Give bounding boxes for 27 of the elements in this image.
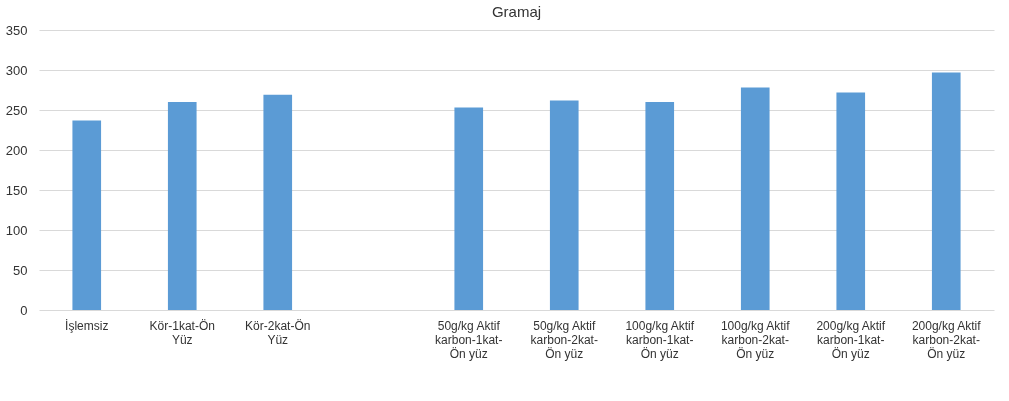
bar (72, 120, 102, 310)
y-tick-label: 50 (13, 262, 28, 278)
x-tick-label: Kör-2kat-Ön Yüz (245, 318, 311, 347)
bar (549, 100, 579, 310)
x-tick-label: 100g/kg Aktif karbon-1kat-Ön yüz (625, 318, 695, 361)
y-tick-label: 0 (20, 302, 28, 318)
bar (167, 102, 197, 310)
x-tick-label: İşlemsiz (65, 318, 109, 333)
y-tick-label: 300 (5, 62, 28, 78)
bar (740, 87, 770, 310)
x-tick-label: Kör-1kat-Ön Yüz (149, 318, 215, 347)
y-tick-label: 150 (5, 182, 28, 198)
y-tick-label: 200 (5, 142, 28, 158)
x-tick-label: 200g/kg Aktif karbon-2kat-Ön yüz (911, 318, 982, 361)
bar (263, 94, 293, 310)
y-tick-label: 350 (5, 22, 28, 38)
y-tick-label: 100 (5, 222, 28, 238)
bar (836, 92, 866, 310)
x-tick-label: 200g/kg Aktif karbon-1kat-Ön yüz (816, 318, 886, 361)
x-tick-label: 50g/kg Aktif karbon-2kat-Ön yüz (530, 318, 598, 361)
bar (645, 102, 675, 310)
x-tick-label: 100g/kg Aktif karbon-2kat-Ön yüz (720, 318, 791, 361)
chart-title: Gramaj (491, 3, 542, 20)
bar (454, 107, 484, 310)
y-tick-label: 250 (5, 102, 28, 118)
x-tick-label: 50g/kg Aktif karbon-1kat-Ön yüz (435, 318, 503, 361)
bar (931, 72, 961, 310)
